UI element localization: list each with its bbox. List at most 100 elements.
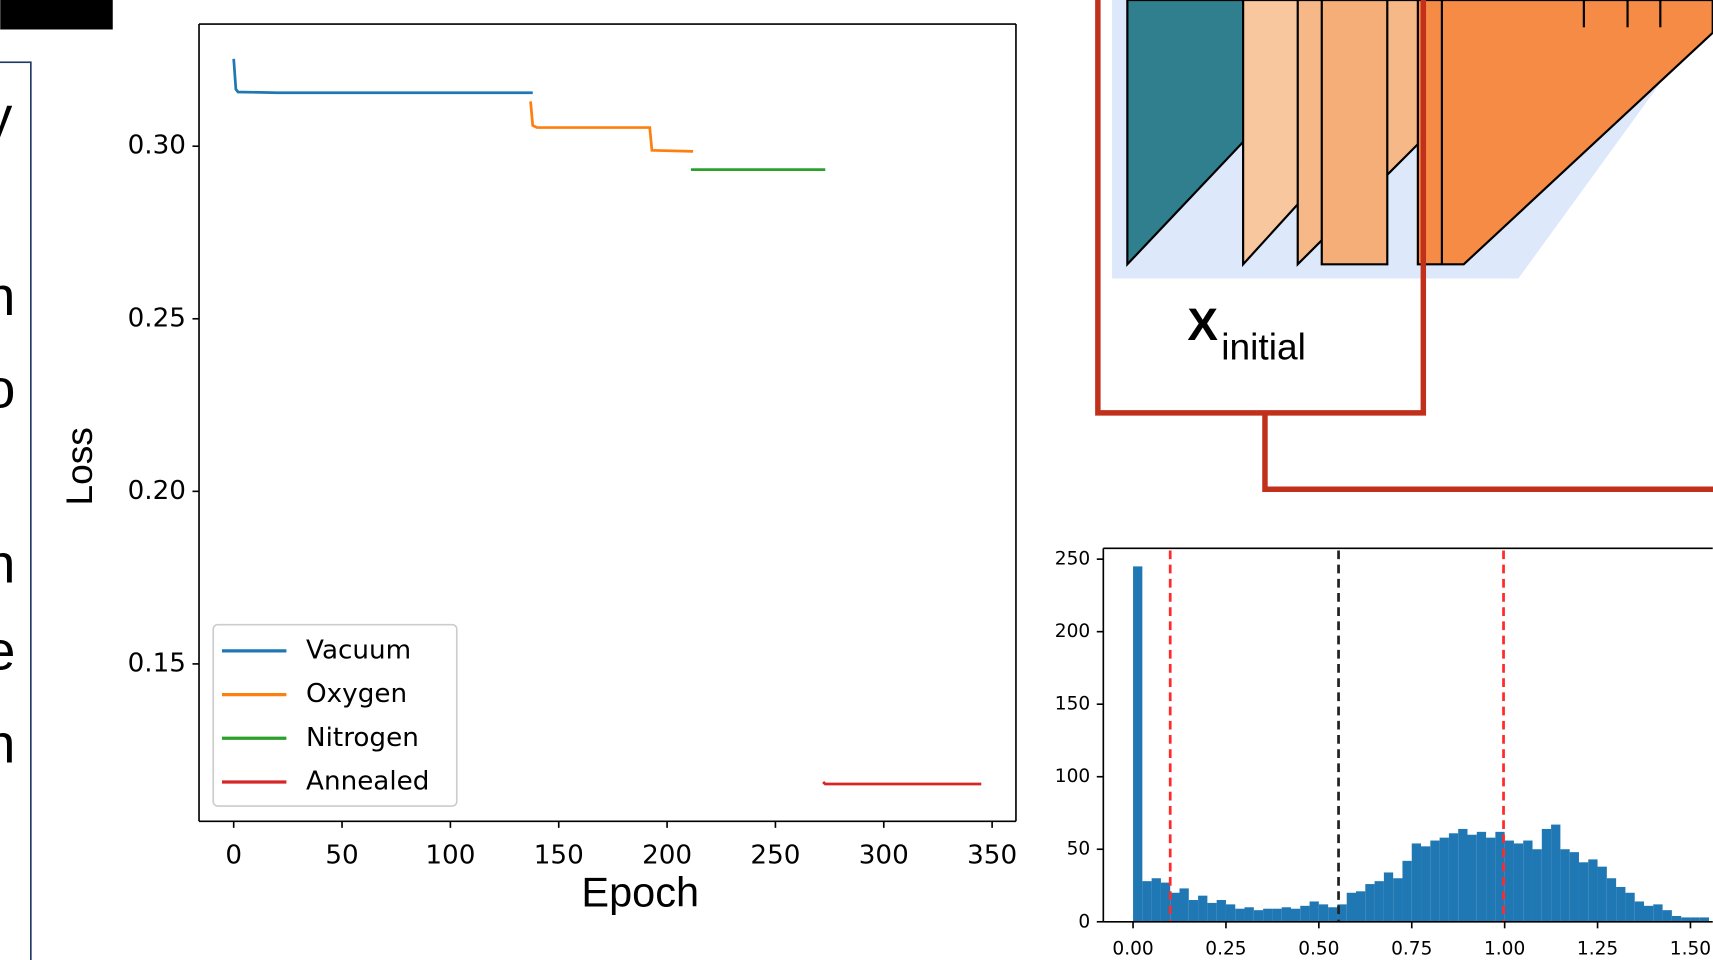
x-tick-label: 50 bbox=[325, 841, 358, 871]
hist-bar bbox=[1160, 882, 1171, 922]
y-axis-label: Loss bbox=[58, 427, 100, 505]
hist-bar bbox=[1253, 910, 1264, 922]
red-box bbox=[1095, 0, 1427, 416]
text-box bbox=[0, 61, 32, 960]
hist-bar bbox=[1198, 895, 1208, 922]
hist-bar bbox=[1235, 908, 1245, 922]
y-tick-label: 100 bbox=[1055, 766, 1090, 787]
x-tick-label: 1.00 bbox=[1484, 939, 1525, 960]
hist-bar bbox=[1616, 886, 1626, 922]
legend-label: Nitrogen bbox=[306, 723, 419, 753]
side-letter: n bbox=[0, 266, 15, 327]
hist-bar bbox=[1523, 840, 1533, 922]
hist-bar bbox=[1569, 852, 1579, 922]
connector bbox=[1262, 412, 1713, 493]
hist-bar bbox=[1486, 837, 1496, 922]
hist-bar bbox=[1290, 908, 1301, 922]
line bbox=[232, 58, 533, 95]
hist-bar bbox=[1281, 907, 1291, 922]
y-tick-label: 0.20 bbox=[128, 476, 186, 506]
hist-bar bbox=[1644, 905, 1654, 922]
legend-box bbox=[212, 623, 458, 807]
hist-bar bbox=[1513, 843, 1524, 922]
x-tick-label: 1.25 bbox=[1577, 939, 1618, 960]
diagram: X initial bbox=[1095, 0, 1713, 493]
hist-bar bbox=[1662, 910, 1672, 922]
hist-bar bbox=[1170, 892, 1180, 922]
hist-bar bbox=[1588, 859, 1598, 922]
hist-bar bbox=[1430, 840, 1440, 922]
hist-bar bbox=[1653, 904, 1663, 922]
y-tick-label: 0 bbox=[1078, 911, 1090, 932]
hist-bar bbox=[1179, 888, 1189, 922]
x-tick-label: 100 bbox=[425, 841, 475, 871]
hist-bar bbox=[1337, 904, 1347, 922]
side-text: ynonen bbox=[0, 86, 15, 775]
hist-bar bbox=[1690, 917, 1700, 922]
y-tick-label: 200 bbox=[1055, 621, 1090, 642]
hist-bar bbox=[1328, 907, 1338, 922]
hist-bar bbox=[1142, 881, 1152, 922]
x-tick-label: 150 bbox=[534, 841, 584, 871]
hist-bar bbox=[1532, 849, 1542, 922]
hist-bar bbox=[1458, 828, 1468, 922]
side-letter: e bbox=[0, 621, 15, 682]
x-tick-label: 0.50 bbox=[1298, 939, 1339, 960]
hist-bar bbox=[1133, 566, 1143, 922]
x-tick-label: 0.75 bbox=[1391, 939, 1432, 960]
hist-bar bbox=[1504, 840, 1514, 922]
hist-bar bbox=[1699, 917, 1710, 922]
hist-bar bbox=[1551, 824, 1561, 922]
hist-bar bbox=[1541, 828, 1552, 922]
y-tick-label: 250 bbox=[1055, 549, 1090, 570]
x-tick-label: 250 bbox=[750, 841, 800, 871]
y-tick-label: 50 bbox=[1067, 839, 1091, 860]
x-tick-label: 0.25 bbox=[1205, 939, 1246, 960]
legend-label: Annealed bbox=[306, 766, 429, 796]
hist-bar bbox=[1421, 846, 1431, 922]
hist-bar bbox=[1225, 904, 1236, 922]
x-tick-label: 350 bbox=[967, 841, 1017, 871]
hist-bar bbox=[1625, 892, 1635, 922]
hist-bar bbox=[1300, 905, 1310, 922]
x-tick-label: 200 bbox=[642, 841, 692, 871]
charts: Vacuum Oxygen Nitrogen Annealed Epoch Loss 0 50… bbox=[58, 23, 1713, 960]
layer bbox=[1416, 0, 1713, 266]
y-tick-label: 0.25 bbox=[128, 303, 186, 333]
hist-bar bbox=[1309, 901, 1319, 922]
hist-bar bbox=[1578, 862, 1589, 922]
hist-bar bbox=[1560, 849, 1570, 922]
diagram-label: X bbox=[1187, 298, 1218, 350]
hist-bar bbox=[1318, 904, 1329, 922]
side-letter: y bbox=[0, 86, 13, 147]
hist-bar bbox=[1207, 902, 1217, 922]
hist-bar bbox=[1356, 891, 1366, 922]
x-tick-label: 0 bbox=[225, 841, 242, 871]
hist-bar bbox=[1495, 831, 1505, 922]
hist-bar bbox=[1374, 881, 1384, 922]
hist-bar bbox=[1244, 907, 1254, 922]
legend-label: Oxygen bbox=[306, 679, 407, 709]
chart: Vacuum Oxygen Nitrogen Annealed Epoch Loss 0 50… bbox=[58, 23, 1017, 916]
x-tick-label: 1.50 bbox=[1670, 939, 1711, 960]
layer bbox=[1320, 0, 1389, 266]
legend-label: Vacuum bbox=[306, 635, 411, 665]
hist-bar bbox=[1606, 878, 1617, 922]
hist-bar bbox=[1188, 900, 1199, 922]
y-tick-label: 150 bbox=[1055, 694, 1090, 715]
hist-bar bbox=[1393, 878, 1403, 922]
hist-bar bbox=[1365, 884, 1375, 922]
header-bar bbox=[0, 0, 113, 30]
hist-bar bbox=[1681, 917, 1691, 922]
line bbox=[822, 780, 982, 786]
hist-bar bbox=[1402, 860, 1412, 922]
hist-bar bbox=[1272, 908, 1282, 922]
hist-bar bbox=[1263, 908, 1273, 922]
hist-bar bbox=[1476, 831, 1487, 922]
hist-bar bbox=[1151, 878, 1161, 922]
hist-bar bbox=[1439, 837, 1449, 922]
hist-bar bbox=[1383, 872, 1394, 922]
hist-bar bbox=[1671, 915, 1682, 922]
